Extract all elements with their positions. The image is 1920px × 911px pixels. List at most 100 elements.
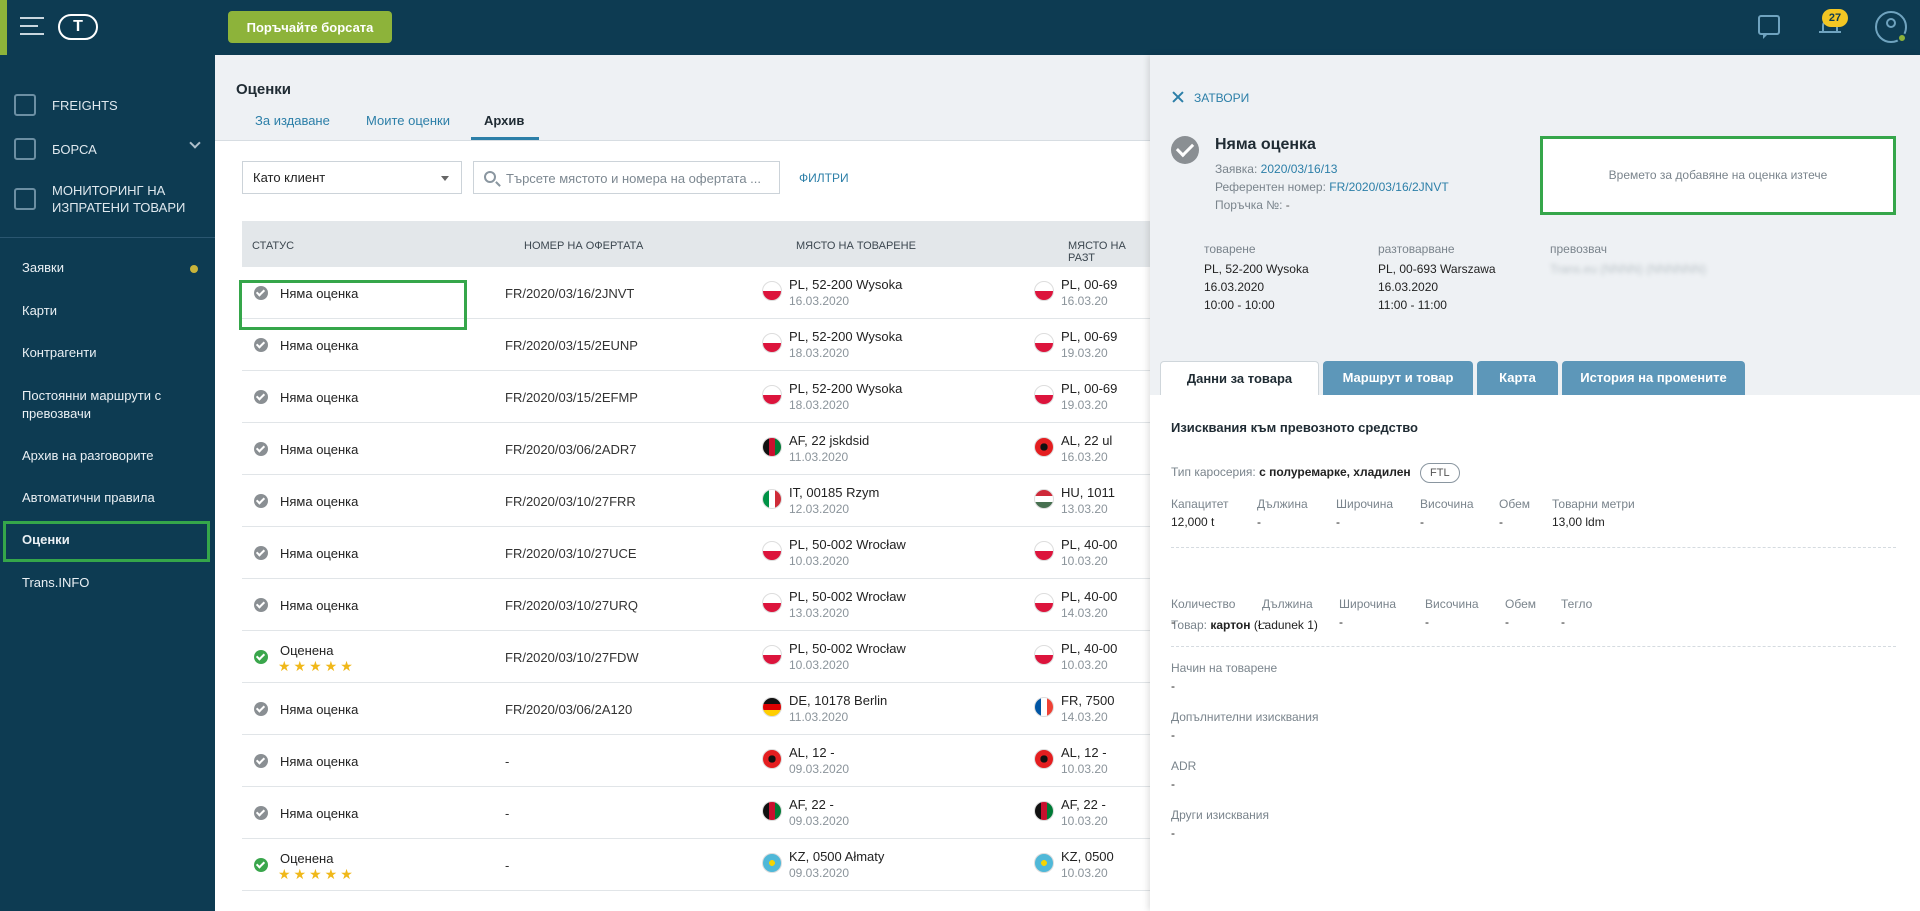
unloading-place: PL, 00-69 — [1061, 381, 1118, 396]
table-row[interactable]: Няма оценка - AL, 12 - 09.03.2020 AL, 12… — [242, 735, 1150, 787]
column-offer-number[interactable]: НОМЕР НА ОФЕРТАТА — [524, 240, 644, 252]
spec-value: - — [1561, 615, 1565, 629]
status-text: Няма оценка — [280, 702, 359, 717]
sidebar-item-chat-archive[interactable]: Архив на разговорите — [22, 448, 154, 463]
spec-label: Обем — [1499, 497, 1530, 511]
spec-label: Височина — [1420, 497, 1474, 511]
flag-hu-icon — [1034, 489, 1054, 509]
status-text: Няма оценка — [280, 338, 359, 353]
tab-route-cargo[interactable]: Маршрут и товар — [1323, 361, 1473, 395]
unloading-date: 16.03.2020 — [1378, 280, 1439, 294]
role-select[interactable]: Като клиент — [242, 161, 462, 194]
tab-cargo-data[interactable]: Данни за товара — [1160, 361, 1319, 395]
sidebar-item-auto-rules[interactable]: Автоматични правила — [22, 490, 155, 505]
extra-value: - — [1171, 777, 1175, 791]
column-status[interactable]: СТАТУС — [252, 240, 295, 252]
filters-link[interactable]: ФИЛТРИ — [799, 171, 849, 185]
tab-map[interactable]: Карта — [1477, 361, 1558, 395]
sidebar-item-requests[interactable]: Заявки — [22, 260, 64, 275]
page-title: Оценки — [236, 81, 292, 98]
reference-label: Референтен номер: — [1215, 180, 1326, 194]
sidebar-item-freights[interactable]: FREIGHTS — [0, 89, 215, 121]
detail-summary: ЗАТВОРИ Няма оценка Заявка: 2020/03/16/1… — [1150, 55, 1920, 395]
hamburger-menu-icon[interactable] — [20, 17, 44, 37]
table-row[interactable]: Няма оценка FR/2020/03/15/2EFMP PL, 52-2… — [242, 371, 1150, 423]
table-row[interactable]: Оценена ★★★★★ - KZ, 0500 Ałmaty 09.03.20… — [242, 839, 1150, 891]
flag-pl-icon — [1034, 333, 1054, 353]
table-row[interactable]: Няма оценка FR/2020/03/06/2ADR7 AF, 22 j… — [242, 423, 1150, 475]
sidebar-item-permanent-routes[interactable]: Постоянни маршрути с превозвачи — [22, 388, 162, 421]
unloading-date: 10.03.20 — [1061, 866, 1108, 880]
search-input[interactable] — [506, 168, 774, 188]
loading-date: 10.03.2020 — [789, 554, 850, 568]
cargo-note: (Ładunek 1) — [1253, 618, 1318, 632]
sidebar-item-ratings[interactable]: Оценки — [22, 532, 70, 547]
request-link[interactable]: 2020/03/16/13 — [1260, 162, 1338, 176]
spec-value: - — [1257, 515, 1261, 529]
user-avatar-icon[interactable] — [1875, 11, 1907, 43]
sidebar-divider — [0, 237, 215, 238]
rating-stars: ★★★★★ — [278, 658, 356, 674]
unloading-label: разтоварване — [1378, 242, 1455, 256]
column-unloading-place[interactable]: МЯСТО НА РАЗТ — [1068, 240, 1126, 264]
sidebar-item-contractors[interactable]: Контрагенти — [22, 345, 97, 360]
sidebar-item-exchange[interactable]: БОРСА — [0, 133, 215, 165]
unloading-place: AL, 12 - — [1061, 745, 1107, 760]
sidebar-item-monitoring[interactable]: МОНИТОРИНГ НА ИЗПРАТЕНИ ТОВАРИ — [0, 179, 215, 219]
table-row[interactable]: Оценена ★★★★★ FR/2020/03/10/27FDW PL, 50… — [242, 631, 1150, 683]
table-row[interactable]: Няма оценка FR/2020/03/10/27FRR IT, 0018… — [242, 475, 1150, 527]
search-market-button[interactable]: Поръчайте борсата — [228, 11, 392, 43]
body-type-label: Тип каросерия: — [1171, 465, 1256, 479]
sidebar-item-maps[interactable]: Карти — [22, 303, 57, 318]
table-row[interactable]: Няма оценка FR/2020/03/15/2EUNP PL, 52-2… — [242, 319, 1150, 371]
table-row[interactable]: Няма оценка FR/2020/03/10/27UCE PL, 50-0… — [242, 527, 1150, 579]
table-row[interactable]: Няма оценка - AF, 22 - 09.03.2020 AF, 22… — [242, 787, 1150, 839]
cargo-label: Товар: — [1171, 618, 1207, 632]
table-row[interactable]: Няма оценка FR/2020/03/16/2JNVT PL, 52-2… — [242, 267, 1150, 319]
unloading-place: PL, 00-69 — [1061, 277, 1118, 292]
flag-pl-icon — [762, 645, 782, 665]
trans-logo[interactable]: T — [58, 14, 98, 40]
tab-to-issue[interactable]: За издаване — [255, 113, 330, 128]
loading-place: PL, 52-200 Wysoka — [1204, 262, 1309, 276]
requests-status-dot — [190, 265, 198, 273]
offer-number: FR/2020/03/16/2JNVT — [505, 286, 635, 301]
extra-item: Начин на товарене - — [1171, 659, 1277, 695]
close-button[interactable]: ЗАТВОРИ — [1194, 91, 1250, 105]
table-row[interactable]: Няма оценка FR/2020/03/06/2A120 DE, 1017… — [242, 683, 1150, 735]
sidebar-item-transinfo[interactable]: Trans.INFO — [22, 575, 90, 590]
unloading-date: 10.03.20 — [1061, 762, 1108, 776]
loading-place: AL, 12 - — [789, 745, 835, 760]
unloading-place: PL, 40-00 — [1061, 537, 1118, 552]
spec-label: Количество — [1171, 597, 1236, 611]
close-icon[interactable] — [1172, 91, 1184, 103]
tab-my-ratings[interactable]: Моите оценки — [366, 113, 451, 128]
rated-check-icon — [254, 650, 268, 664]
offer-number: - — [505, 858, 510, 873]
carrier-value-blurred: Trans.eu (NNNN) (NNNNNN) — [1550, 262, 1707, 276]
chat-icon[interactable] — [1758, 15, 1780, 39]
loading-label: товарене — [1204, 242, 1256, 256]
unloading-date: 10.03.20 — [1061, 658, 1108, 672]
reference-link[interactable]: FR/2020/03/16/2JNVT — [1329, 180, 1449, 194]
loading-date: 16.03.2020 — [1204, 280, 1265, 294]
top-bar: T Поръчайте борсата 27 — [0, 0, 1920, 55]
spec-item: Широчина - — [1336, 495, 1393, 531]
loading-date: 12.03.2020 — [789, 502, 850, 516]
loading-place: DE, 10178 Berlin — [789, 693, 888, 708]
unloading-place: HU, 1011 — [1061, 485, 1115, 500]
table-row[interactable]: Няма оценка FR/2020/03/10/27URQ PL, 50-0… — [242, 579, 1150, 631]
flag-de-icon — [762, 697, 782, 717]
carrier-label: превозвач — [1550, 242, 1608, 256]
status-text: Няма оценка — [280, 806, 359, 821]
status-check-icon — [254, 338, 268, 352]
unloading-date: 13.03.20 — [1061, 502, 1108, 516]
column-loading-place[interactable]: МЯСТО НА ТОВАРЕНЕ — [796, 240, 916, 252]
unloading-date: 14.03.20 — [1061, 710, 1108, 724]
spec-value: - — [1505, 615, 1509, 629]
status-check-icon — [254, 598, 268, 612]
tab-archive[interactable]: Архив — [484, 113, 525, 128]
spec-value: - — [1336, 515, 1340, 529]
tab-change-history[interactable]: История на промените — [1562, 361, 1745, 395]
notifications-badge[interactable]: 27 — [1822, 9, 1848, 27]
